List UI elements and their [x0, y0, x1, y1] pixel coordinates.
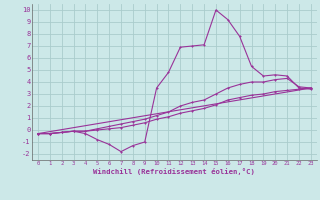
X-axis label: Windchill (Refroidissement éolien,°C): Windchill (Refroidissement éolien,°C) [93, 168, 255, 175]
